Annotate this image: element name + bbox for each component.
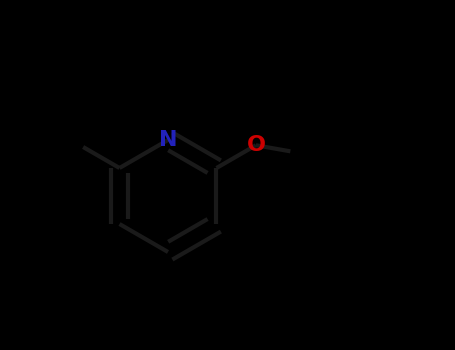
Text: N: N bbox=[159, 130, 177, 150]
Text: O: O bbox=[247, 135, 265, 155]
